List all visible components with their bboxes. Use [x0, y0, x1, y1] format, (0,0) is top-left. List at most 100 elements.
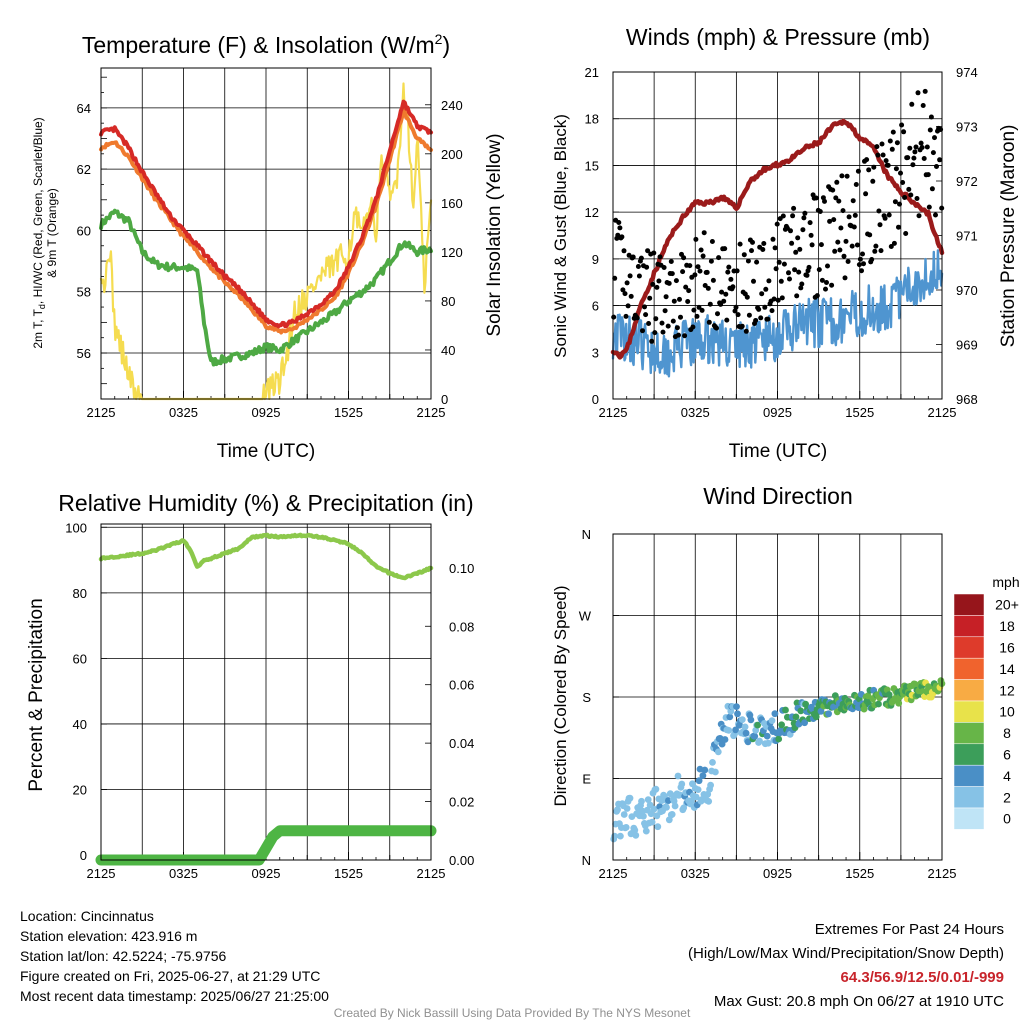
colorbar-cell-9 [953, 615, 985, 638]
gust-point [804, 272, 810, 278]
direction-point [797, 707, 805, 715]
gust-point [929, 186, 935, 192]
gust-point [825, 263, 830, 269]
direction-point [705, 798, 713, 805]
dir-y-label: Direction (Colored By Speed) [551, 585, 570, 806]
gust-point [651, 250, 657, 256]
direction-point [632, 831, 640, 839]
gust-point [660, 329, 666, 335]
direction-point [763, 732, 771, 740]
gust-point [909, 101, 915, 107]
dir-ytick-label-4: N [582, 527, 591, 542]
gust-point [882, 215, 888, 221]
gust-point [681, 255, 687, 261]
direction-point [756, 737, 763, 745]
gust-point [719, 289, 725, 295]
gust-point [728, 276, 734, 282]
direction-point [778, 721, 785, 729]
gust-point [934, 164, 939, 169]
direction-point [768, 717, 776, 724]
insol-ytick-label-6: 240 [441, 98, 463, 113]
gust-point [911, 155, 917, 161]
gust-point [623, 313, 629, 319]
gust-point [690, 324, 696, 330]
gust-point [899, 122, 905, 128]
gust-point [750, 239, 755, 245]
gust-point [849, 243, 855, 249]
gust-point [730, 284, 736, 290]
direction-point [741, 723, 749, 731]
gust-point [677, 296, 682, 302]
gust-point [874, 144, 880, 150]
direction-chart-title: Wind Direction [703, 483, 853, 509]
gust-point [741, 252, 747, 258]
gust-point [775, 297, 781, 303]
rh-xtick-label-3: 1525 [334, 866, 363, 881]
precip-ytick-label-1: 0.02 [449, 795, 474, 810]
wind-ytick-label-5: 15 [585, 158, 599, 173]
gust-point [721, 298, 727, 304]
gust-point [725, 269, 731, 275]
gust-point [772, 245, 778, 251]
gust-point [718, 301, 724, 307]
gust-point [744, 294, 750, 300]
direction-point [733, 703, 740, 710]
temp-ytick-left-3: 62 [77, 162, 91, 177]
direction-point [831, 703, 838, 711]
direction-point [707, 781, 714, 789]
rh-line [98, 532, 434, 581]
gust-point [704, 269, 710, 275]
insol-ytick-label-0: 0 [441, 392, 448, 407]
wind-ytick-label-0: 0 [592, 392, 599, 407]
gust-point [838, 225, 844, 231]
precip-ytick-label-0: 0.00 [449, 853, 474, 868]
direction-point [638, 797, 645, 805]
gust-point [642, 304, 647, 310]
gust-point [790, 213, 796, 219]
gust-point [867, 232, 873, 238]
direction-point [726, 713, 734, 721]
gust-point [670, 318, 676, 324]
gust-point [896, 224, 901, 230]
gust-point [827, 218, 833, 224]
direction-point [663, 804, 670, 811]
colorbar-cell-0 [953, 807, 985, 830]
direction-point [709, 759, 716, 766]
gust-point [716, 255, 722, 261]
colorbar-label-6: 12 [999, 682, 1015, 698]
gust-point [823, 286, 828, 292]
gust-point [834, 179, 840, 185]
gust-point [611, 314, 617, 320]
direction-point [666, 790, 674, 798]
colorbar-label-2: 4 [1003, 768, 1011, 784]
gust-point [622, 291, 628, 297]
pres-ytick-label-2: 970 [956, 283, 978, 298]
gust-point [930, 150, 936, 156]
direction-point [754, 721, 761, 729]
pres-ytick-label-3: 971 [956, 229, 978, 244]
dir-ytick-label-3: W [579, 609, 592, 624]
gust-point [873, 243, 879, 249]
gust-point [894, 140, 900, 146]
gust-point [920, 103, 926, 108]
dir-ytick-label-2: S [582, 690, 591, 705]
wind-ytick-label-6: 18 [585, 112, 599, 127]
gust-point [818, 242, 824, 248]
direction-point [775, 735, 783, 743]
direction-point [614, 806, 621, 814]
gust-point [654, 284, 660, 290]
direction-point [674, 772, 682, 780]
gust-point [778, 278, 784, 284]
gust-point [924, 144, 930, 150]
gust-point [691, 307, 697, 313]
gust-point [693, 236, 699, 242]
rh-ytick-label-1: 20 [73, 783, 87, 798]
direction-point [732, 726, 739, 734]
gust-point [794, 293, 800, 299]
direction-point [617, 832, 624, 840]
extremes-title: Extremes For Past 24 Hours [814, 921, 1004, 938]
gust-point [831, 217, 837, 223]
rh-frame [100, 523, 432, 861]
pres-y-label: Station Pressure (Maroon) [998, 125, 1019, 348]
direction-point [712, 768, 719, 776]
